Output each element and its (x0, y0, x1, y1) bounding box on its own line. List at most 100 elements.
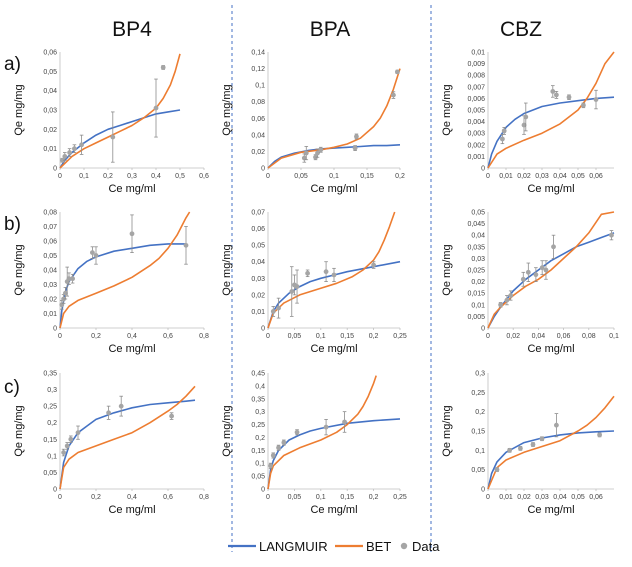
panel-b-bp4-xtick-label: 0,6 (163, 333, 173, 340)
panel-b-cbz-ytick-label: 0,025 (467, 268, 485, 275)
panel-c-cbz: 0 0,05 0,1 0,15 0,2 0,25 0,3 0 0,01 0,02 0,03 0,04 0… (441, 371, 615, 516)
panel-b-cbz-xtick-label: 0 (486, 333, 490, 340)
panel-b-bp4: 0 0,01 0,02 0,03 0,04 0,05 0,06 0,07 0,08 0 0,2 0,4… (13, 210, 209, 356)
panel-b-bp4-ylabel: Qe mg/mg (13, 244, 25, 295)
panel-a-cbz-ytick-label: 0,003 (467, 131, 485, 138)
panel-b-cbz-ytick-label: 0,045 (467, 221, 485, 228)
panel-c-bp4-data-point (68, 436, 74, 442)
panel-a-bp4-ylabel: Qe mg/mg (13, 84, 25, 135)
panel-c-bp4-ytick-label: 0,3 (47, 387, 57, 394)
panel-a-cbz-langmuir-line (487, 96, 615, 169)
panel-b-bp4-ytick-label: 0,01 (43, 311, 57, 318)
panel-c-bp4-xtick-label: 0,4 (127, 494, 137, 501)
panel-a-bp4-data-point (67, 150, 72, 155)
panel-c-cbz-ytick-label: 0,15 (471, 429, 485, 436)
panel-a-bpa-ytick-label: 0 (261, 166, 265, 173)
panel-b-bp4-langmuir-line (59, 243, 186, 329)
panel-a-bpa-xtick-label: 0,1 (329, 173, 339, 180)
panel-a-cbz-ytick-label: 0,006 (467, 96, 485, 103)
panel-a-bpa-ytick-label: 0,12 (251, 66, 265, 73)
panel-c-cbz-xtick-label: 0 (486, 494, 490, 501)
panel-b-bpa-xtick-label: 0 (266, 333, 270, 340)
legend-data-label: Data (412, 539, 440, 554)
row-label-a: a) (4, 54, 21, 75)
panel-a-cbz-ytick-label: 0,002 (467, 142, 485, 149)
panel-c-bp4-ytick-label: 0 (53, 487, 57, 494)
panel-a-bpa-ytick-label: 0,08 (251, 99, 265, 106)
panel-a-bp4-xlabel: Ce mg/ml (108, 183, 155, 195)
panel-a-cbz-xtick-label: 0,02 (517, 173, 531, 180)
panel-c-bpa-ytick-label: 0,2 (255, 435, 265, 442)
panel-c-bpa-data-point (294, 429, 300, 435)
panel-b-bpa-data-point (305, 270, 310, 276)
panel-c-bpa-xlabel: Ce mg/ml (310, 504, 357, 516)
panel-c-cbz-xtick-label: 0,06 (589, 494, 603, 501)
panel-b-cbz-ytick-label: 0,02 (471, 279, 485, 286)
panel-c-bp4-data-point (75, 430, 81, 436)
panel-c-cbz-data-point (494, 467, 500, 473)
column-title-bpa: BPA (310, 18, 350, 41)
panel-a-bpa-ytick-label: 0,04 (251, 132, 265, 139)
panel-c-bpa-ytick-label: 0,15 (251, 448, 265, 455)
panel-c-bpa-ytick-label: 0,35 (251, 396, 265, 403)
panel-b-cbz-ylabel: Qe mg/mg (441, 244, 453, 295)
panel-c-cbz-data-point (554, 422, 559, 428)
panel-b-cbz-data-point (520, 276, 526, 282)
panel-c-bpa-xtick-label: 0,1 (316, 494, 326, 501)
panel-c-bpa-ytick-label: 0,05 (251, 474, 265, 481)
panel-b-bp4-ytick-label: 0,05 (43, 253, 57, 260)
panel-a-bpa-data-point (394, 69, 400, 75)
panel-c-bpa-ytick-label: 0,1 (255, 461, 265, 468)
panel-b-cbz-ytick-label: 0,015 (467, 291, 485, 298)
panel-b-cbz-ytick-label: 0,01 (471, 302, 485, 309)
panel-c-bp4: 0 0,05 0,1 0,15 0,2 0,25 0,3 0,35 0 0,2 0,4 0,6 0,8 C… (13, 371, 209, 517)
panel-c-cbz-xlabel: Ce mg/ml (527, 504, 574, 516)
panel-b-bpa-bet-line (267, 211, 396, 329)
panel-c-cbz-ytick-label: 0,2 (475, 409, 485, 416)
panel-b-bpa-langmuir-line (267, 260, 401, 329)
panel-a-bpa-data-point (354, 134, 359, 139)
row-label-c: c) (4, 377, 20, 398)
panel-b-cbz-data-point (498, 302, 503, 308)
panel-b-bpa-data-point (289, 289, 295, 294)
panel-b-bpa-xtick-label: 0,1 (316, 333, 326, 340)
panel-a-bp4-ytick-label: 0,04 (43, 88, 57, 95)
panel-a-bp4-data-point (79, 142, 84, 148)
panel-a-bp4-ytick-label: 0,05 (43, 69, 57, 76)
panel-c-bpa: 0 0,05 0,1 0,15 0,2 0,25 0,3 0,35 0,4 0,45 0 0,05 0,… (221, 371, 407, 517)
panel-a-bpa-xtick-label: 0,15 (360, 173, 374, 180)
panel-b-cbz-xtick-label: 0,04 (532, 333, 546, 340)
panel-a-bpa-data-point (352, 145, 358, 151)
panel-c-bpa-ytick-label: 0 (261, 487, 265, 494)
panel-c-bp4-data-point (64, 443, 70, 449)
panel-b-bp4-xtick-label: 0,4 (127, 333, 137, 340)
panel-a-cbz-ytick-label: 0,01 (471, 50, 485, 57)
panel-c-bp4-xtick-label: 0,8 (199, 494, 209, 501)
panel-b-bpa-ytick-label: 0,01 (251, 309, 265, 316)
panel-a-cbz: 0 0,001 0,002 0,003 0,004 0,005 0,006 0,007 0,00… (441, 50, 615, 195)
panel-a-cbz-ytick-label: 0,001 (467, 154, 485, 161)
panel-b-bp4-ytick-label: 0,04 (43, 268, 57, 275)
panel-a-bp4-langmuir-line (59, 109, 181, 169)
panel-b-cbz-data-point (539, 265, 545, 271)
panel-a-bpa-data-point (318, 147, 324, 153)
chart-panels: 0 0,01 0,02 0,03 0,04 0,05 0,06 0 0,1 0,2 0,3 0,4 0,… (13, 50, 619, 517)
panel-c-bp4-data-point (169, 413, 175, 419)
panel-a-bpa-ytick-label: 0,1 (255, 83, 265, 90)
panel-c-bp4-xtick-label: 0 (58, 494, 62, 501)
panel-c-bpa-bet-line (267, 375, 377, 490)
panel-a-cbz-xlabel: Ce mg/ml (527, 183, 574, 195)
panel-b-bpa-xlabel: Ce mg/ml (310, 343, 357, 355)
panel-a-bp4-data-point (72, 146, 77, 152)
panel-c-cbz-xtick-label: 0,02 (517, 494, 531, 501)
legend-data-marker (400, 542, 408, 550)
panel-b-bpa-ytick-label: 0,03 (251, 276, 265, 283)
panel-a-cbz-xtick-label: 0,01 (499, 173, 513, 180)
panel-b-bpa-ytick-label: 0,04 (251, 259, 265, 266)
panel-b-bpa-xtick-label: 0,25 (393, 333, 407, 340)
panel-b-bpa-ytick-label: 0,07 (251, 210, 265, 217)
panel-c-cbz-ytick-label: 0,3 (475, 371, 485, 378)
panel-b-cbz-ytick-label: 0,05 (471, 210, 485, 217)
panel-b-cbz-ytick-label: 0,005 (467, 314, 485, 321)
column-title-cbz: CBZ (500, 18, 542, 41)
